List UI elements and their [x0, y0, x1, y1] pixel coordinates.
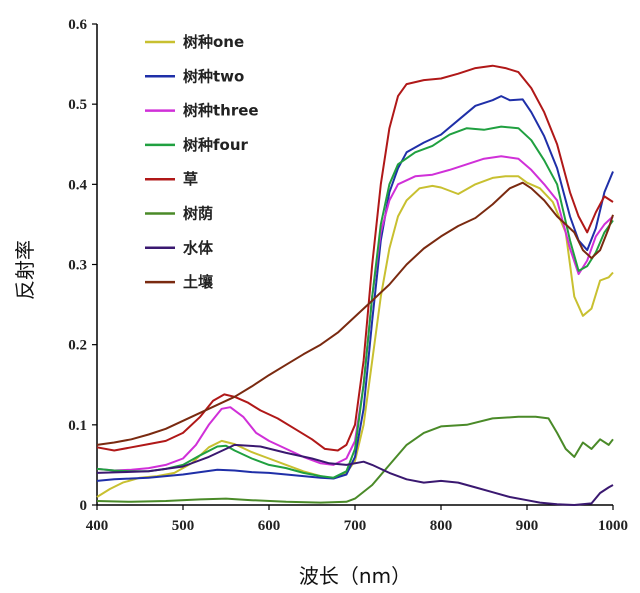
series-line-3: [96, 125, 614, 479]
x-tick-label: 900: [516, 518, 539, 534]
y-tick-label: 0.1: [68, 418, 87, 434]
series-line-4: [96, 64, 614, 452]
legend-label: 树种one: [183, 33, 244, 51]
x-axis-title: 波长（nm）: [299, 564, 411, 588]
legend-label: 水体: [183, 239, 214, 257]
series-group: [96, 64, 614, 506]
x-tick-label: 500: [172, 518, 195, 534]
y-axis: 0 0.1 0.2 0.3 0.4 0.5 0.6: [68, 17, 98, 514]
x-axis: 400 500 600 700 800 900 1000: [86, 504, 628, 534]
series-line-7: [96, 181, 614, 446]
y-tick-label: 0: [80, 498, 88, 514]
legend-label: 树种four: [183, 136, 249, 154]
y-tick-label: 0.6: [68, 17, 87, 33]
legend-label: 树荫: [183, 205, 213, 223]
series-line-5: [96, 415, 614, 504]
series-line-0: [96, 175, 614, 498]
x-tick-label: 1000: [598, 518, 628, 534]
legend-label: 草: [183, 170, 198, 188]
y-axis-title: 反射率: [13, 240, 37, 300]
legend-label: 土壤: [183, 273, 214, 291]
y-tick-label: 0.3: [68, 258, 87, 274]
y-tick-label: 0.5: [68, 97, 87, 113]
y-tick-label: 0.4: [68, 177, 87, 193]
x-tick-label: 600: [258, 518, 281, 534]
legend-label: 树种three: [183, 102, 259, 120]
x-tick-label: 800: [430, 518, 453, 534]
x-tick-label: 700: [344, 518, 367, 534]
series-line-6: [96, 443, 614, 506]
x-tick-label: 400: [86, 518, 109, 534]
y-tick-label: 0.2: [68, 338, 87, 354]
legend-label: 树种two: [183, 67, 244, 85]
